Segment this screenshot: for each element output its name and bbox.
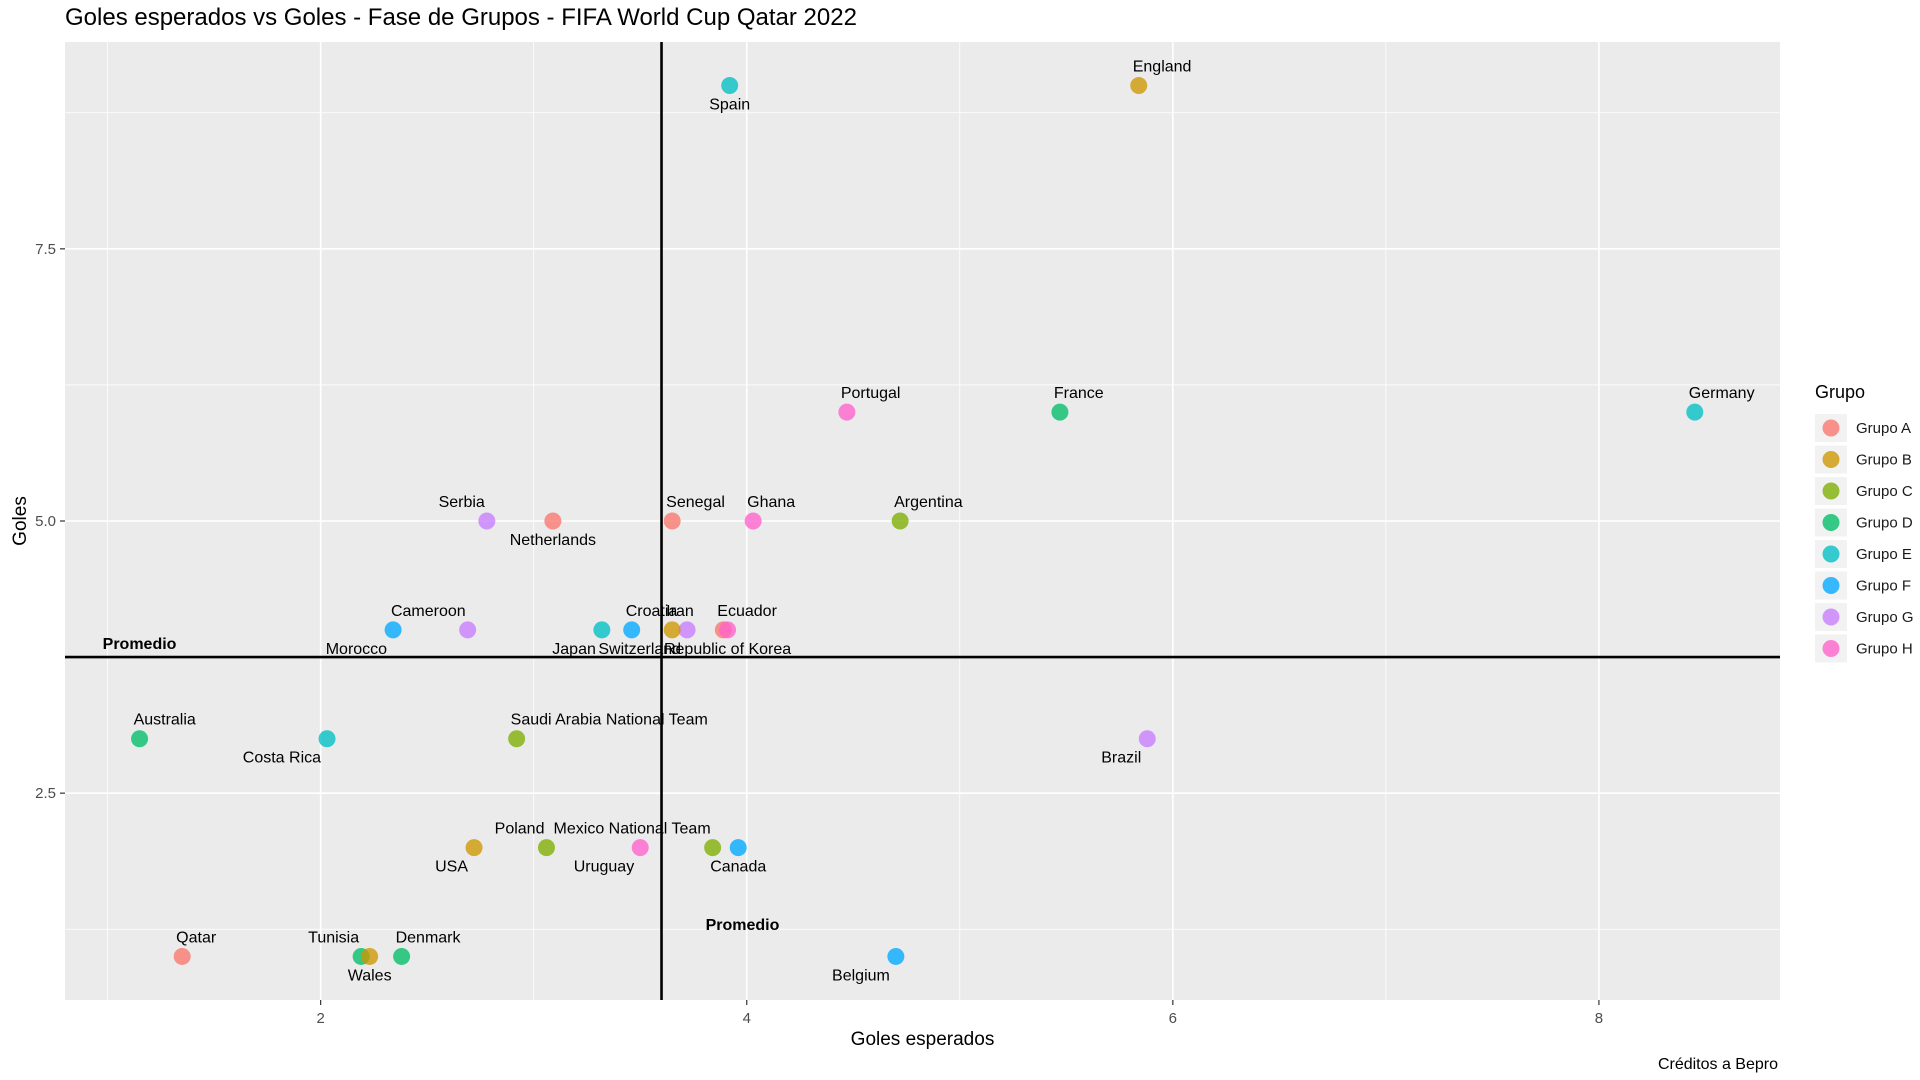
legend-key-grupo-h — [1822, 640, 1840, 657]
chart-caption: Créditos a Bepro — [1657, 1056, 1778, 1073]
chart-title: Goles esperados vs Goles - Fase de Grupo… — [65, 4, 857, 31]
point-netherlands — [544, 512, 562, 530]
point-belgium — [887, 947, 905, 965]
point-brazil — [1138, 730, 1156, 748]
point-label-france: France — [1054, 385, 1104, 402]
point-label-denmark: Denmark — [396, 929, 462, 946]
point-label-usa: USA — [435, 859, 468, 876]
legend-label-grupo-f: Grupo F — [1856, 578, 1911, 595]
point-argentina — [891, 512, 909, 530]
legend-label-grupo-d: Grupo D — [1856, 515, 1913, 532]
point-senegal — [663, 512, 681, 530]
point-label-canada: Canada — [710, 859, 766, 876]
point-label-argentina: Argentina — [894, 494, 963, 511]
point-label-switzerland: Switzerland — [598, 641, 681, 658]
legend-title: Grupo — [1815, 382, 1865, 402]
point-label-mexico-national-team: Mexico National Team — [554, 821, 711, 838]
point-poland — [537, 839, 555, 857]
point-label-netherlands: Netherlands — [510, 532, 596, 549]
point-uruguay — [631, 839, 649, 857]
legend-key-grupo-c — [1822, 482, 1840, 500]
point-serbia — [478, 512, 496, 530]
point-canada — [729, 839, 747, 857]
point-label-germany: Germany — [1689, 385, 1755, 402]
mean-line-y-label: Promedio — [103, 636, 177, 653]
point-england — [1130, 77, 1148, 95]
point-germany — [1686, 403, 1704, 421]
point-spain — [721, 77, 739, 95]
x-tick-label: 6 — [1169, 1010, 1177, 1027]
point-portugal — [838, 403, 856, 421]
point-cameroon — [459, 621, 477, 639]
legend-label-grupo-e: Grupo E — [1856, 546, 1912, 563]
y-axis-title: Goles — [10, 496, 31, 546]
point-label-tunisia: Tunisia — [308, 929, 359, 946]
point-label-belgium: Belgium — [832, 967, 890, 984]
x-tick-label: 8 — [1595, 1010, 1603, 1027]
legend-label-grupo-a: Grupo A — [1856, 420, 1911, 437]
point-ghana — [744, 512, 762, 530]
x-axis-title: Goles esperados — [851, 1029, 995, 1050]
point-label-japan: Japan — [552, 641, 596, 658]
point-costa-rica — [318, 730, 336, 748]
point-morocco — [384, 621, 402, 639]
mean-line-x-label: Promedio — [706, 917, 780, 934]
legend-label-grupo-c: Grupo C — [1856, 483, 1913, 500]
point-saudi-arabia-national-team — [508, 730, 526, 748]
legend-key-grupo-f — [1822, 577, 1840, 594]
point-republic-of-korea — [719, 621, 737, 639]
point-label-costa-rica: Costa Rica — [243, 750, 321, 767]
x-tick-label: 4 — [743, 1010, 751, 1027]
legend-key-grupo-d — [1822, 514, 1840, 531]
point-label-morocco: Morocco — [326, 641, 387, 658]
point-label-ghana: Ghana — [747, 494, 795, 511]
point-wales — [361, 947, 379, 965]
point-label-senegal: Senegal — [666, 494, 725, 511]
y-tick-label: 2.5 — [35, 785, 56, 802]
point-label-australia: Australia — [134, 712, 196, 729]
point-label-spain: Spain — [709, 97, 750, 114]
legend-key-grupo-a — [1822, 419, 1840, 437]
point-japan — [593, 621, 611, 639]
point-australia — [131, 730, 149, 748]
point-label-serbia: Serbia — [439, 494, 485, 511]
point-label-republic-of-korea: Republic of Korea — [664, 641, 791, 658]
point-label-england: England — [1133, 59, 1192, 76]
point-mexico-national-team — [704, 839, 722, 857]
point-label-wales: Wales — [348, 967, 392, 984]
point-label-portugal: Portugal — [841, 385, 901, 402]
point-label-saudi-arabia-national-team: Saudi Arabia National Team — [511, 712, 708, 729]
y-tick-label: 7.5 — [35, 241, 56, 258]
legend-key-grupo-g — [1822, 608, 1840, 626]
point-france — [1051, 403, 1069, 421]
legend-key-grupo-e — [1822, 545, 1840, 563]
point-label-brazil: Brazil — [1101, 750, 1141, 767]
legend-key-grupo-b — [1822, 451, 1840, 468]
point-label-ecuador: Ecuador — [717, 603, 777, 620]
point-qatar — [173, 947, 191, 965]
point-croatia — [623, 621, 641, 639]
x-tick-label: 2 — [316, 1010, 324, 1027]
point-label-cameroon: Cameroon — [391, 603, 466, 620]
y-tick-label: 5.0 — [35, 513, 56, 530]
point-label-iran: Iran — [666, 603, 694, 620]
legend-label-grupo-g: Grupo G — [1856, 609, 1914, 626]
point-iran — [663, 621, 681, 639]
point-switzerland — [678, 621, 696, 639]
point-label-croatia: Croatia — [626, 603, 678, 620]
point-denmark — [393, 947, 411, 965]
legend-label-grupo-h: Grupo H — [1856, 641, 1913, 658]
point-usa — [465, 839, 483, 857]
point-label-qatar: Qatar — [176, 929, 217, 946]
point-label-uruguay: Uruguay — [574, 859, 634, 876]
legend-label-grupo-b: Grupo B — [1856, 452, 1912, 469]
point-label-poland: Poland — [495, 821, 545, 838]
